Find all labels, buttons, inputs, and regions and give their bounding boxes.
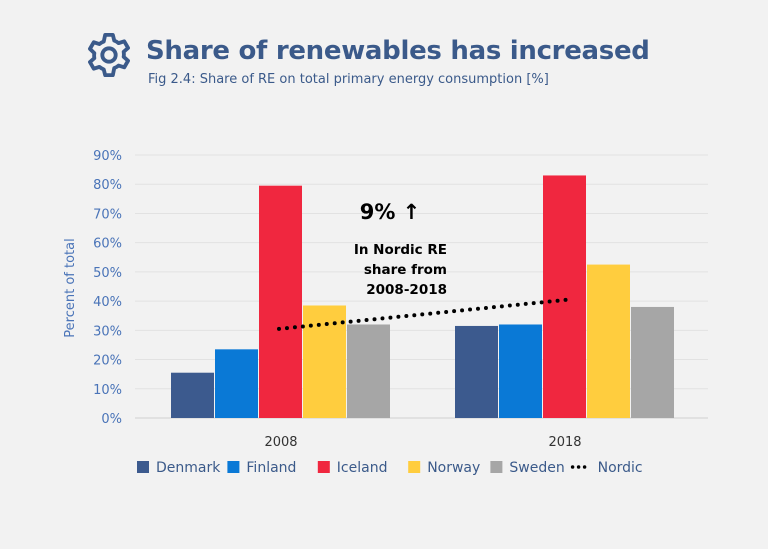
legend-swatch — [408, 461, 421, 473]
y-tick-label: 70% — [93, 207, 122, 222]
bar-sweden-2018 — [631, 306, 674, 418]
gear-icon — [88, 32, 130, 78]
bar-finland-2018 — [499, 324, 542, 418]
legend-label: Denmark — [156, 460, 221, 476]
annotation-headline: 9% ↑ — [360, 200, 421, 224]
x-tick-label: 2018 — [548, 435, 581, 450]
y-tick-label: 20% — [93, 354, 122, 369]
legend-label: Nordic — [598, 460, 643, 476]
y-tick-label: 10% — [93, 383, 122, 398]
annotation-line: In Nordic RE — [354, 242, 447, 258]
x-axis-ticks: 2008 2018 — [264, 435, 581, 450]
y-tick-label: 0% — [101, 412, 122, 427]
y-tick-label: 50% — [93, 266, 122, 281]
y-tick-label: 40% — [93, 295, 122, 310]
legend-swatch — [227, 461, 240, 473]
annotation: 9% ↑ In Nordic RE share from 2008-2018 — [354, 200, 447, 298]
bar-denmark-2008 — [171, 372, 214, 418]
nordic-line — [277, 297, 570, 331]
y-tick-label: 30% — [93, 324, 122, 339]
bar-norway-2008 — [303, 305, 346, 418]
y-tick-label: 80% — [93, 178, 122, 193]
x-tick-label: 2008 — [264, 435, 297, 450]
bar-finland-2008 — [215, 349, 258, 418]
y-axis-ticks: 0% 10% 20% 30% 40% 50% 60% 70% 80% 90% — [93, 149, 122, 427]
legend-label: Finland — [246, 460, 296, 476]
y-tick-label: 60% — [93, 237, 122, 252]
bar-sweden-2008 — [347, 324, 390, 418]
page-subtitle: Fig 2.4: Share of RE on total primary en… — [148, 72, 549, 87]
legend-swatch — [137, 461, 149, 473]
y-axis-label: Percent of total — [63, 238, 78, 337]
nordic-dotted-line — [277, 297, 570, 331]
legend-swatch — [317, 461, 330, 473]
annotation-line: 2008-2018 — [366, 282, 447, 298]
legend-label: Sweden — [509, 460, 564, 476]
page-title: Share of renewables has increased — [146, 36, 650, 66]
bars — [171, 175, 674, 418]
bar-denmark-2018 — [455, 325, 498, 418]
annotation-line: share from — [364, 262, 447, 278]
bar-iceland-2008 — [259, 185, 302, 418]
legend-label: Norway — [427, 460, 480, 476]
legend: Denmark Finland Iceland Norway Sweden Nordic — [137, 460, 643, 476]
legend-swatch — [490, 461, 503, 473]
legend-label: Iceland — [337, 460, 388, 476]
bar-iceland-2018 — [543, 175, 586, 418]
bar-norway-2018 — [587, 264, 630, 418]
y-tick-label: 90% — [93, 149, 122, 164]
